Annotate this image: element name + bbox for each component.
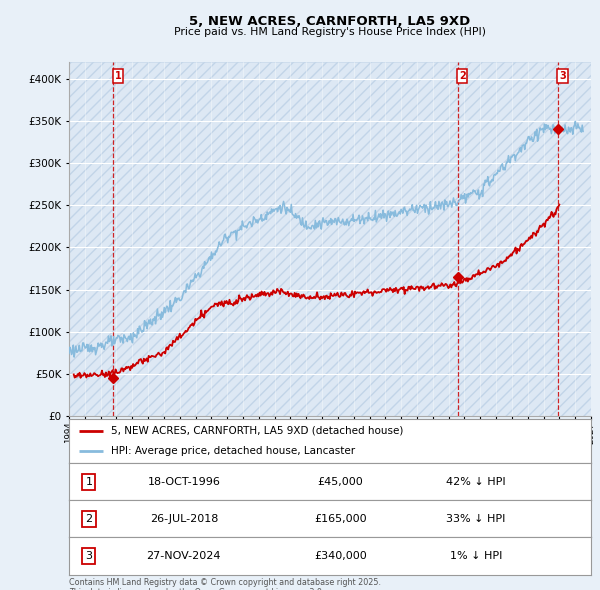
Text: £340,000: £340,000 xyxy=(314,551,367,561)
Text: 1% ↓ HPI: 1% ↓ HPI xyxy=(450,551,502,561)
Text: 5, NEW ACRES, CARNFORTH, LA5 9XD (detached house): 5, NEW ACRES, CARNFORTH, LA5 9XD (detach… xyxy=(111,426,403,436)
Text: HPI: Average price, detached house, Lancaster: HPI: Average price, detached house, Lanc… xyxy=(111,446,355,456)
Text: £165,000: £165,000 xyxy=(314,514,367,524)
Text: 3: 3 xyxy=(559,71,566,81)
Text: £45,000: £45,000 xyxy=(317,477,364,487)
Text: 3: 3 xyxy=(85,551,92,561)
Text: 26-JUL-2018: 26-JUL-2018 xyxy=(149,514,218,524)
Text: 2: 2 xyxy=(85,514,92,524)
Text: 18-OCT-1996: 18-OCT-1996 xyxy=(148,477,220,487)
Text: 1: 1 xyxy=(85,477,92,487)
Text: 27-NOV-2024: 27-NOV-2024 xyxy=(146,551,221,561)
Text: Contains HM Land Registry data © Crown copyright and database right 2025.
This d: Contains HM Land Registry data © Crown c… xyxy=(69,578,381,590)
Text: 42% ↓ HPI: 42% ↓ HPI xyxy=(446,477,506,487)
Text: 33% ↓ HPI: 33% ↓ HPI xyxy=(446,514,506,524)
Text: Price paid vs. HM Land Registry's House Price Index (HPI): Price paid vs. HM Land Registry's House … xyxy=(174,27,486,37)
Text: 5, NEW ACRES, CARNFORTH, LA5 9XD: 5, NEW ACRES, CARNFORTH, LA5 9XD xyxy=(190,15,470,28)
Text: 2: 2 xyxy=(459,71,466,81)
Text: 1: 1 xyxy=(115,71,121,81)
